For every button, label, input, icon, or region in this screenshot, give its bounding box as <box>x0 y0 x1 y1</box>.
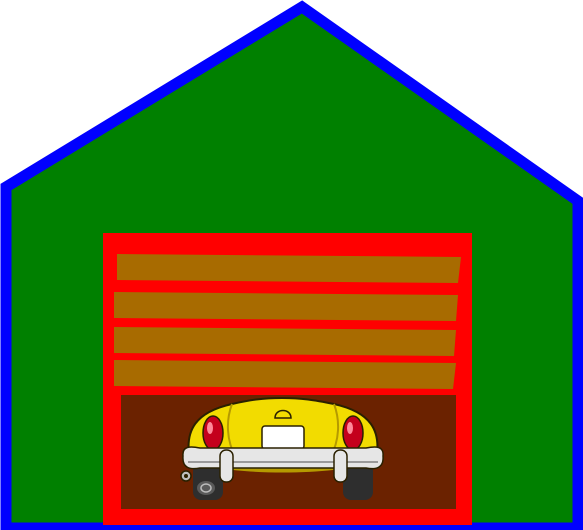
car-bumper <box>182 446 384 470</box>
hubcap-left <box>197 481 215 495</box>
bumper-guard-right <box>333 449 348 483</box>
tail-light-right <box>342 415 364 451</box>
car-icon <box>180 396 384 500</box>
door-panel <box>117 254 461 283</box>
exhaust-pipe-opening <box>184 474 188 478</box>
tail-light-left-glint <box>207 422 213 434</box>
car-tire-right <box>343 460 373 500</box>
car-lid-handle <box>274 409 292 419</box>
tail-light-right-glint <box>347 422 353 434</box>
door-panel <box>114 360 456 389</box>
garage-door <box>114 254 461 389</box>
bumper-guard-left <box>219 449 234 483</box>
hubcap-left-ring <box>200 483 212 493</box>
tail-light-left <box>202 415 224 451</box>
door-panel <box>114 327 456 356</box>
door-panel <box>114 292 458 321</box>
license-plate <box>261 425 305 450</box>
